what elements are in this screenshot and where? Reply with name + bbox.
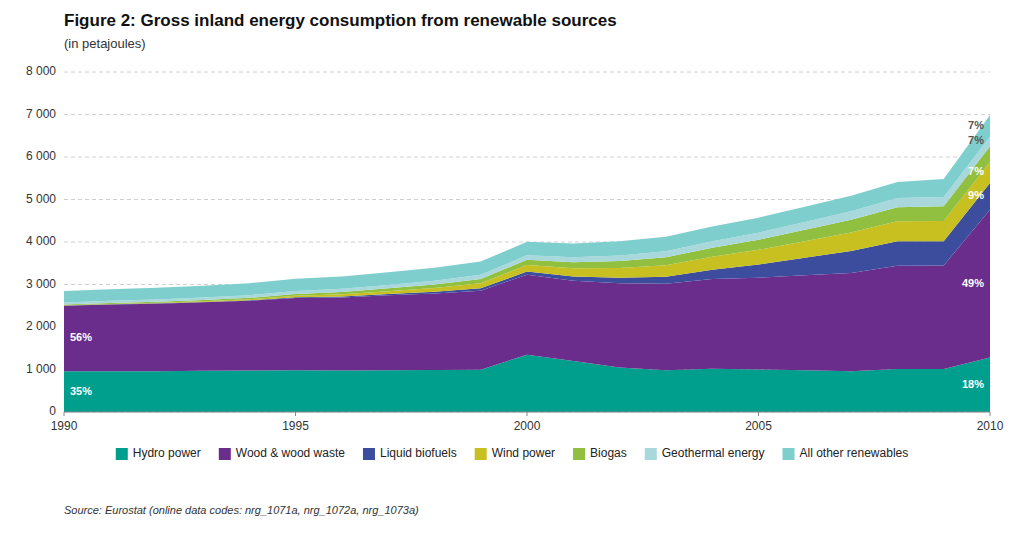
share-label: 9% — [968, 189, 984, 201]
share-label: 7% — [968, 134, 984, 146]
y-tick-label: 2 000 — [26, 319, 56, 333]
title: Figure 2: Gross inland energy consumptio… — [64, 11, 617, 30]
x-tick-label: 1990 — [51, 419, 78, 433]
legend-label: Liquid biofuels — [380, 446, 457, 460]
x-tick — [990, 412, 991, 416]
share-label: 49% — [962, 277, 984, 289]
area — [64, 146, 990, 305]
x-tick — [527, 412, 528, 416]
y-tick-label: 5 000 — [26, 192, 56, 206]
legend-label: Wood & wood waste — [236, 446, 345, 460]
x-tick-label: 2010 — [977, 419, 1004, 433]
legend-swatch — [573, 448, 585, 460]
legend: Hydro power Wood & wood waste Liquid biofu… — [116, 446, 908, 460]
legend-label: Biogas — [590, 446, 627, 460]
x-tick — [64, 412, 65, 416]
share-label: 18% — [962, 378, 984, 390]
y-tick-label: 8 000 — [26, 64, 56, 78]
annotations: 18% 49% 9% 7% 7% 7% 35% 56% — [70, 119, 984, 397]
y-tick-label: 7 000 — [26, 107, 56, 121]
y-tick-label: 3 000 — [26, 277, 56, 291]
x-tick-label: 2000 — [514, 419, 541, 433]
share-label: 35% — [70, 385, 92, 397]
legend-swatch — [783, 448, 795, 460]
source: Source: Eurostat (online data codes: nrg… — [64, 504, 419, 516]
chart: Figure 2: Gross inland energy consumptio… — [0, 0, 1024, 536]
x-tick — [758, 412, 759, 416]
legend-swatch — [219, 448, 231, 460]
y-tick-label: 0 — [49, 404, 56, 418]
legend-label: Geothermal energy — [662, 446, 765, 460]
x-tick-label: 1995 — [282, 419, 309, 433]
x-tick-label: 2005 — [745, 419, 772, 433]
legend-swatch — [363, 448, 375, 460]
x-tick — [295, 412, 296, 416]
share-label: 56% — [70, 331, 92, 343]
y-tick-label: 1 000 — [26, 362, 56, 376]
area — [64, 162, 990, 306]
subtitle: (in petajoules) — [64, 36, 146, 51]
share-label: 7% — [968, 119, 984, 131]
areas — [64, 115, 990, 412]
grid-line — [64, 157, 990, 158]
grid-line — [64, 114, 990, 115]
area — [64, 136, 990, 304]
y-tick-label: 4 000 — [26, 234, 56, 248]
grid-line — [64, 72, 990, 73]
legend-label: Wind power — [492, 446, 555, 460]
y-tick-label: 6 000 — [26, 149, 56, 163]
legend-swatch — [475, 448, 487, 460]
legend-label: All other renewables — [800, 446, 909, 460]
legend-label: Hydro power — [133, 446, 201, 460]
grid — [64, 72, 990, 412]
legend-swatch — [645, 448, 657, 460]
share-label: 7% — [968, 165, 984, 177]
legend-swatch — [116, 448, 128, 460]
area — [64, 115, 990, 303]
